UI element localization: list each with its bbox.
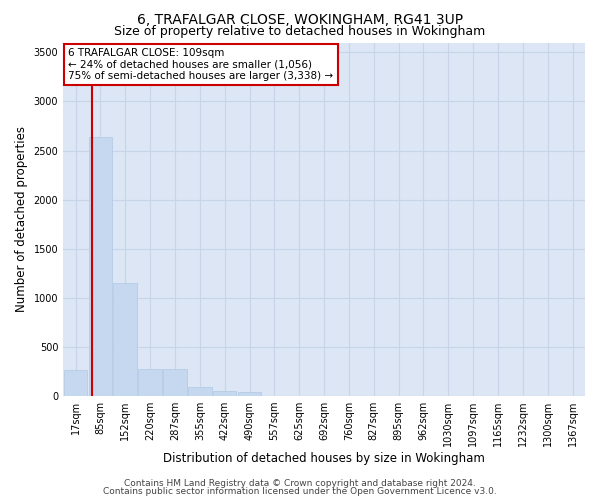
Bar <box>213 390 236 396</box>
Text: Size of property relative to detached houses in Wokingham: Size of property relative to detached ho… <box>115 25 485 38</box>
Text: 6 TRAFALGAR CLOSE: 109sqm
← 24% of detached houses are smaller (1,056)
75% of se: 6 TRAFALGAR CLOSE: 109sqm ← 24% of detac… <box>68 48 334 81</box>
Text: 6, TRAFALGAR CLOSE, WOKINGHAM, RG41 3UP: 6, TRAFALGAR CLOSE, WOKINGHAM, RG41 3UP <box>137 12 463 26</box>
Bar <box>188 387 212 396</box>
Bar <box>113 283 137 396</box>
Bar <box>238 392 262 396</box>
Bar <box>89 137 112 396</box>
Text: Contains HM Land Registry data © Crown copyright and database right 2024.: Contains HM Land Registry data © Crown c… <box>124 478 476 488</box>
Bar <box>139 368 162 396</box>
Bar <box>163 368 187 396</box>
Text: Contains public sector information licensed under the Open Government Licence v3: Contains public sector information licen… <box>103 487 497 496</box>
Bar <box>64 370 88 396</box>
Y-axis label: Number of detached properties: Number of detached properties <box>15 126 28 312</box>
X-axis label: Distribution of detached houses by size in Wokingham: Distribution of detached houses by size … <box>163 452 485 465</box>
